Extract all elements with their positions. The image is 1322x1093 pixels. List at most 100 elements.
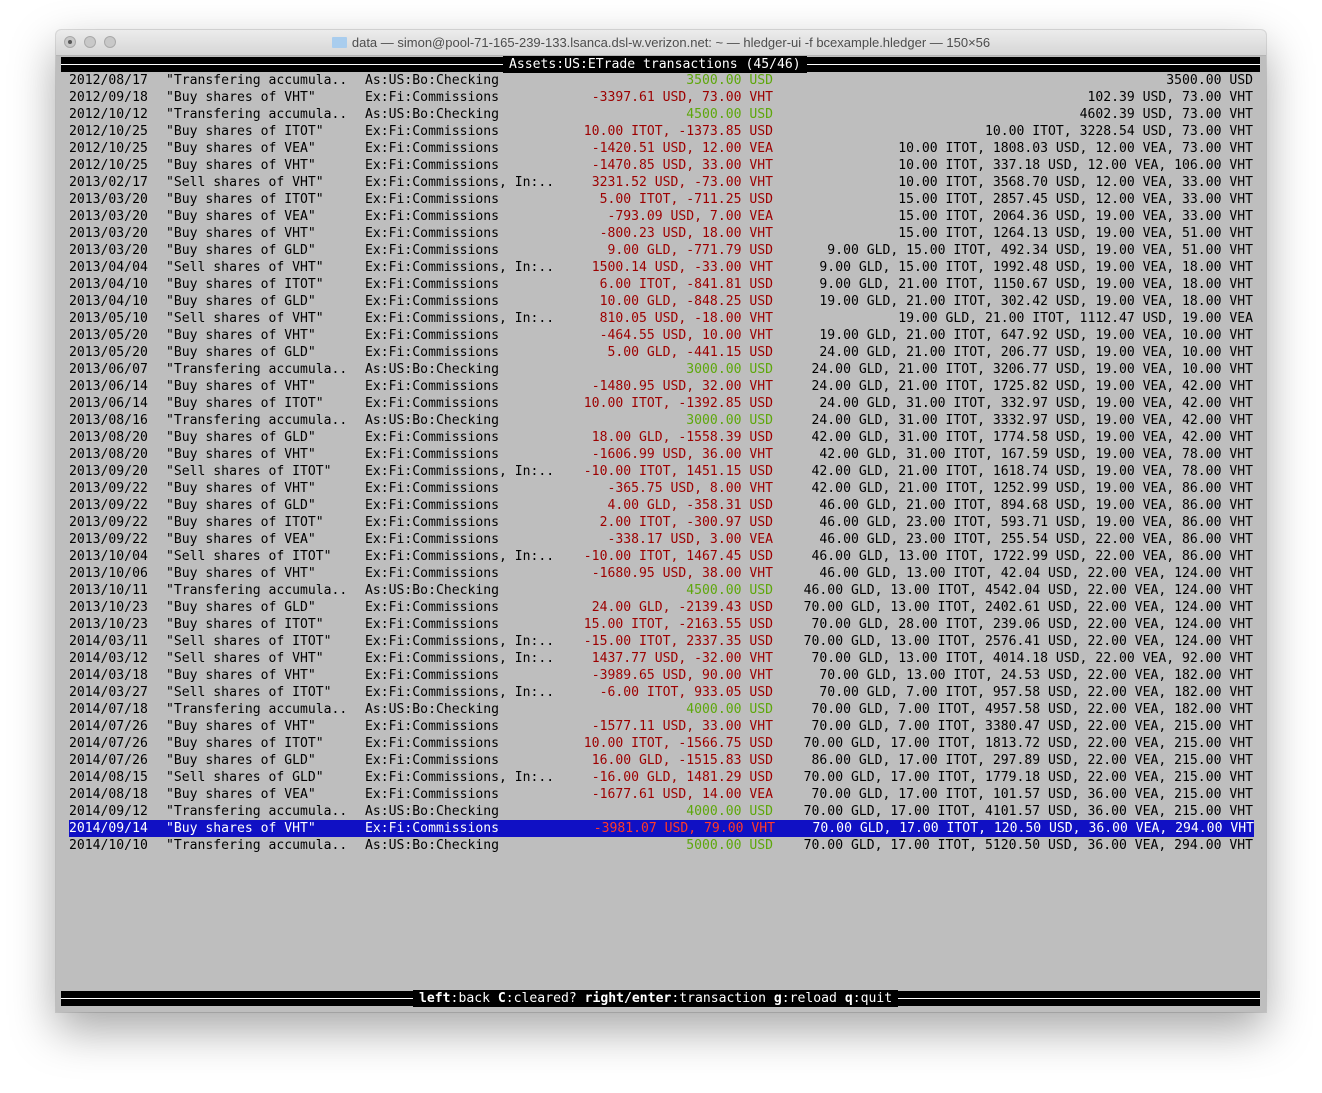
transaction-row[interactable]: 2013/09/22 "Buy shares of ITOT" Ex:Fi:Comm… [61, 514, 1260, 531]
transaction-change: 1500.14 USD, -33.00 VHT [591, 260, 773, 275]
transaction-row[interactable]: 2013/10/11 "Transfering accumula.. As:US:B… [61, 582, 1260, 599]
transaction-row[interactable]: 2012/10/25 "Buy shares of ITOT" Ex:Fi:Comm… [61, 123, 1260, 140]
transaction-row[interactable]: 2013/04/10 "Buy shares of GLD" Ex:Fi:Commi… [61, 293, 1260, 310]
transaction-description: "Buy shares of ITOT" [166, 124, 324, 139]
transaction-account: Ex:Fi:Commissions [365, 345, 500, 360]
transaction-date: 2013/06/14 [69, 379, 148, 394]
transaction-row[interactable]: 2014/03/11 "Sell shares of ITOT" Ex:Fi:Com… [61, 633, 1260, 650]
transaction-row[interactable]: 2013/09/22 "Buy shares of VHT" Ex:Fi:Commi… [61, 480, 1260, 497]
transaction-row[interactable]: 2014/07/26 "Buy shares of VHT" Ex:Fi:Commi… [61, 718, 1260, 735]
transaction-account: As:US:Bo:Checking [365, 838, 500, 853]
running-balance: 70.00 GLD, 13.00 ITOT, 2402.61 USD, 22.0… [803, 600, 1253, 615]
transaction-row[interactable]: 2013/03/20 "Buy shares of VHT" Ex:Fi:Commi… [61, 225, 1260, 242]
transaction-row[interactable]: 2013/09/20 "Sell shares of ITOT" Ex:Fi:Com… [61, 463, 1260, 480]
running-balance: 24.00 GLD, 31.00 ITOT, 332.97 USD, 19.00… [819, 396, 1253, 411]
zoom-button[interactable] [104, 36, 116, 48]
running-balance: 9.00 GLD, 15.00 ITOT, 492.34 USD, 19.00 … [827, 243, 1253, 258]
transaction-row[interactable]: 2013/10/23 "Buy shares of ITOT" Ex:Fi:Comm… [61, 616, 1260, 633]
transaction-row[interactable]: 2013/02/17 "Sell shares of VHT" Ex:Fi:Comm… [61, 174, 1260, 191]
transaction-change: -3981.07 USD, 79.00 VHT [593, 821, 775, 836]
transaction-description: "Buy shares of VHT" [166, 328, 316, 343]
transaction-row[interactable]: 2014/08/18 "Buy shares of VEA" Ex:Fi:Commi… [61, 786, 1260, 803]
transaction-list[interactable]: 2012/08/17 "Transfering accumula.. As:US:B… [61, 72, 1260, 854]
running-balance: 70.00 GLD, 17.00 ITOT, 120.50 USD, 36.00… [812, 821, 1254, 836]
transaction-row[interactable]: 2013/06/07 "Transfering accumula.. As:US:B… [61, 361, 1260, 378]
transaction-row[interactable]: 2012/10/25 "Buy shares of VHT" Ex:Fi:Commi… [61, 157, 1260, 174]
transaction-account: As:US:Bo:Checking [365, 702, 500, 717]
transaction-date: 2014/07/26 [69, 753, 148, 768]
transaction-date: 2013/02/17 [69, 175, 148, 190]
transaction-account: Ex:Fi:Commissions, In:.. [365, 175, 555, 190]
transaction-row[interactable]: 2014/07/26 "Buy shares of GLD" Ex:Fi:Commi… [61, 752, 1260, 769]
transaction-row[interactable]: 2013/03/20 "Buy shares of GLD" Ex:Fi:Commi… [61, 242, 1260, 259]
key-action: quit [860, 991, 893, 1006]
help-footer: left:back C:cleared? right/enter:transac… [61, 990, 1260, 1007]
transaction-account: Ex:Fi:Commissions [365, 328, 500, 343]
transaction-change: -1577.11 USD, 33.00 VHT [591, 719, 773, 734]
transaction-row[interactable]: 2013/08/16 "Transfering accumula.. As:US:B… [61, 412, 1260, 429]
close-button[interactable] [64, 36, 76, 48]
transaction-row[interactable]: 2012/09/18 "Buy shares of VHT" Ex:Fi:Commi… [61, 89, 1260, 106]
transaction-account: As:US:Bo:Checking [365, 362, 500, 377]
transaction-row[interactable]: 2013/10/23 "Buy shares of GLD" Ex:Fi:Commi… [61, 599, 1260, 616]
transaction-row[interactable]: 2013/05/10 "Sell shares of VHT" Ex:Fi:Comm… [61, 310, 1260, 327]
transaction-date: 2013/08/20 [69, 430, 148, 445]
transaction-row[interactable]: 2013/09/22 "Buy shares of VEA" Ex:Fi:Commi… [61, 531, 1260, 548]
transaction-date: 2014/08/18 [69, 787, 148, 802]
transaction-change: 3231.52 USD, -73.00 VHT [591, 175, 773, 190]
transaction-row[interactable]: 2014/10/10 "Transfering accumula.. As:US:B… [61, 837, 1260, 854]
transaction-row[interactable]: 2012/08/17 "Transfering accumula.. As:US:B… [61, 72, 1260, 89]
transaction-row[interactable]: 2013/08/20 "Buy shares of VHT" Ex:Fi:Commi… [61, 446, 1260, 463]
transaction-change: 18.00 GLD, -1558.39 USD [591, 430, 773, 445]
transaction-row[interactable]: 2014/03/18 "Buy shares of VHT" Ex:Fi:Commi… [61, 667, 1260, 684]
transaction-row[interactable]: 2014/03/12 "Sell shares of VHT" Ex:Fi:Comm… [61, 650, 1260, 667]
transaction-row[interactable]: 2014/07/18 "Transfering accumula.. As:US:B… [61, 701, 1260, 718]
transaction-description: "Buy shares of GLD" [166, 345, 316, 360]
minimize-button[interactable] [84, 36, 96, 48]
transaction-row[interactable]: 2012/10/25 "Buy shares of VEA" Ex:Fi:Commi… [61, 140, 1260, 157]
transaction-row[interactable]: 2013/06/14 "Buy shares of VHT" Ex:Fi:Commi… [61, 378, 1260, 395]
transaction-change: 3000.00 USD [686, 413, 773, 428]
transaction-row[interactable]: 2013/10/06 "Buy shares of VHT" Ex:Fi:Commi… [61, 565, 1260, 582]
transaction-row[interactable]: 2013/04/10 "Buy shares of ITOT" Ex:Fi:Comm… [61, 276, 1260, 293]
transaction-row[interactable]: 2013/06/14 "Buy shares of ITOT" Ex:Fi:Comm… [61, 395, 1260, 412]
transaction-change: -365.75 USD, 8.00 VHT [607, 481, 773, 496]
transaction-row[interactable]: 2013/05/20 "Buy shares of GLD" Ex:Fi:Commi… [61, 344, 1260, 361]
transaction-account: Ex:Fi:Commissions [365, 447, 500, 462]
transaction-account: Ex:Fi:Commissions [365, 430, 500, 445]
transaction-row[interactable]: 2014/08/15 "Sell shares of GLD" Ex:Fi:Comm… [61, 769, 1260, 786]
register-title: Assets:US:ETrade transactions (45/46) [503, 56, 807, 73]
running-balance: 42.00 GLD, 31.00 ITOT, 167.59 USD, 19.00… [819, 447, 1253, 462]
terminal-content[interactable]: Assets:US:ETrade transactions (45/46) 20… [61, 56, 1260, 1012]
transaction-row[interactable]: 2013/04/04 "Sell shares of VHT" Ex:Fi:Comm… [61, 259, 1260, 276]
transaction-date: 2013/04/10 [69, 294, 148, 309]
running-balance: 46.00 GLD, 21.00 ITOT, 894.68 USD, 19.00… [819, 498, 1253, 513]
transaction-row[interactable]: 2013/10/04 "Sell shares of ITOT" Ex:Fi:Com… [61, 548, 1260, 565]
transaction-description: "Buy shares of GLD" [166, 243, 316, 258]
transaction-row[interactable]: 2013/03/20 "Buy shares of ITOT" Ex:Fi:Comm… [61, 191, 1260, 208]
transaction-row[interactable]: 2012/10/12 "Transfering accumula.. As:US:B… [61, 106, 1260, 123]
transaction-row-selected[interactable]: 2014/09/14 "Buy shares of VHT" Ex:Fi:Commi… [69, 820, 1254, 837]
transaction-description: "Buy shares of GLD" [166, 430, 316, 445]
transaction-account: Ex:Fi:Commissions, In:.. [365, 549, 555, 564]
transaction-account: Ex:Fi:Commissions [365, 736, 500, 751]
transaction-row[interactable]: 2014/09/12 "Transfering accumula.. As:US:B… [61, 803, 1260, 820]
transaction-row[interactable]: 2013/09/22 "Buy shares of GLD" Ex:Fi:Commi… [61, 497, 1260, 514]
running-balance: 9.00 GLD, 15.00 ITOT, 1992.48 USD, 19.00… [819, 260, 1253, 275]
transaction-row[interactable]: 2014/03/27 "Sell shares of ITOT" Ex:Fi:Com… [61, 684, 1260, 701]
key-hint: right/enter:transaction [584, 991, 766, 1006]
transaction-row[interactable]: 2013/05/20 "Buy shares of VHT" Ex:Fi:Commi… [61, 327, 1260, 344]
transaction-date: 2014/08/15 [69, 770, 148, 785]
transaction-row[interactable]: 2014/07/26 "Buy shares of ITOT" Ex:Fi:Comm… [61, 735, 1260, 752]
transaction-account: Ex:Fi:Commissions, In:.. [365, 464, 555, 479]
transaction-row[interactable]: 2013/08/20 "Buy shares of GLD" Ex:Fi:Commi… [61, 429, 1260, 446]
transaction-account: Ex:Fi:Commissions, In:.. [365, 260, 555, 275]
running-balance: 24.00 GLD, 21.00 ITOT, 206.77 USD, 19.00… [819, 345, 1253, 360]
running-balance: 9.00 GLD, 21.00 ITOT, 1150.67 USD, 19.00… [819, 277, 1253, 292]
transaction-change: -793.09 USD, 7.00 VEA [607, 209, 773, 224]
transaction-row[interactable]: 2013/03/20 "Buy shares of VEA" Ex:Fi:Commi… [61, 208, 1260, 225]
transaction-date: 2013/10/11 [69, 583, 148, 598]
running-balance: 10.00 ITOT, 1808.03 USD, 12.00 VEA, 73.0… [898, 141, 1253, 156]
transaction-date: 2013/03/20 [69, 192, 148, 207]
title-bar[interactable]: data — simon@pool-71-165-239-133.lsanca.… [56, 30, 1266, 56]
